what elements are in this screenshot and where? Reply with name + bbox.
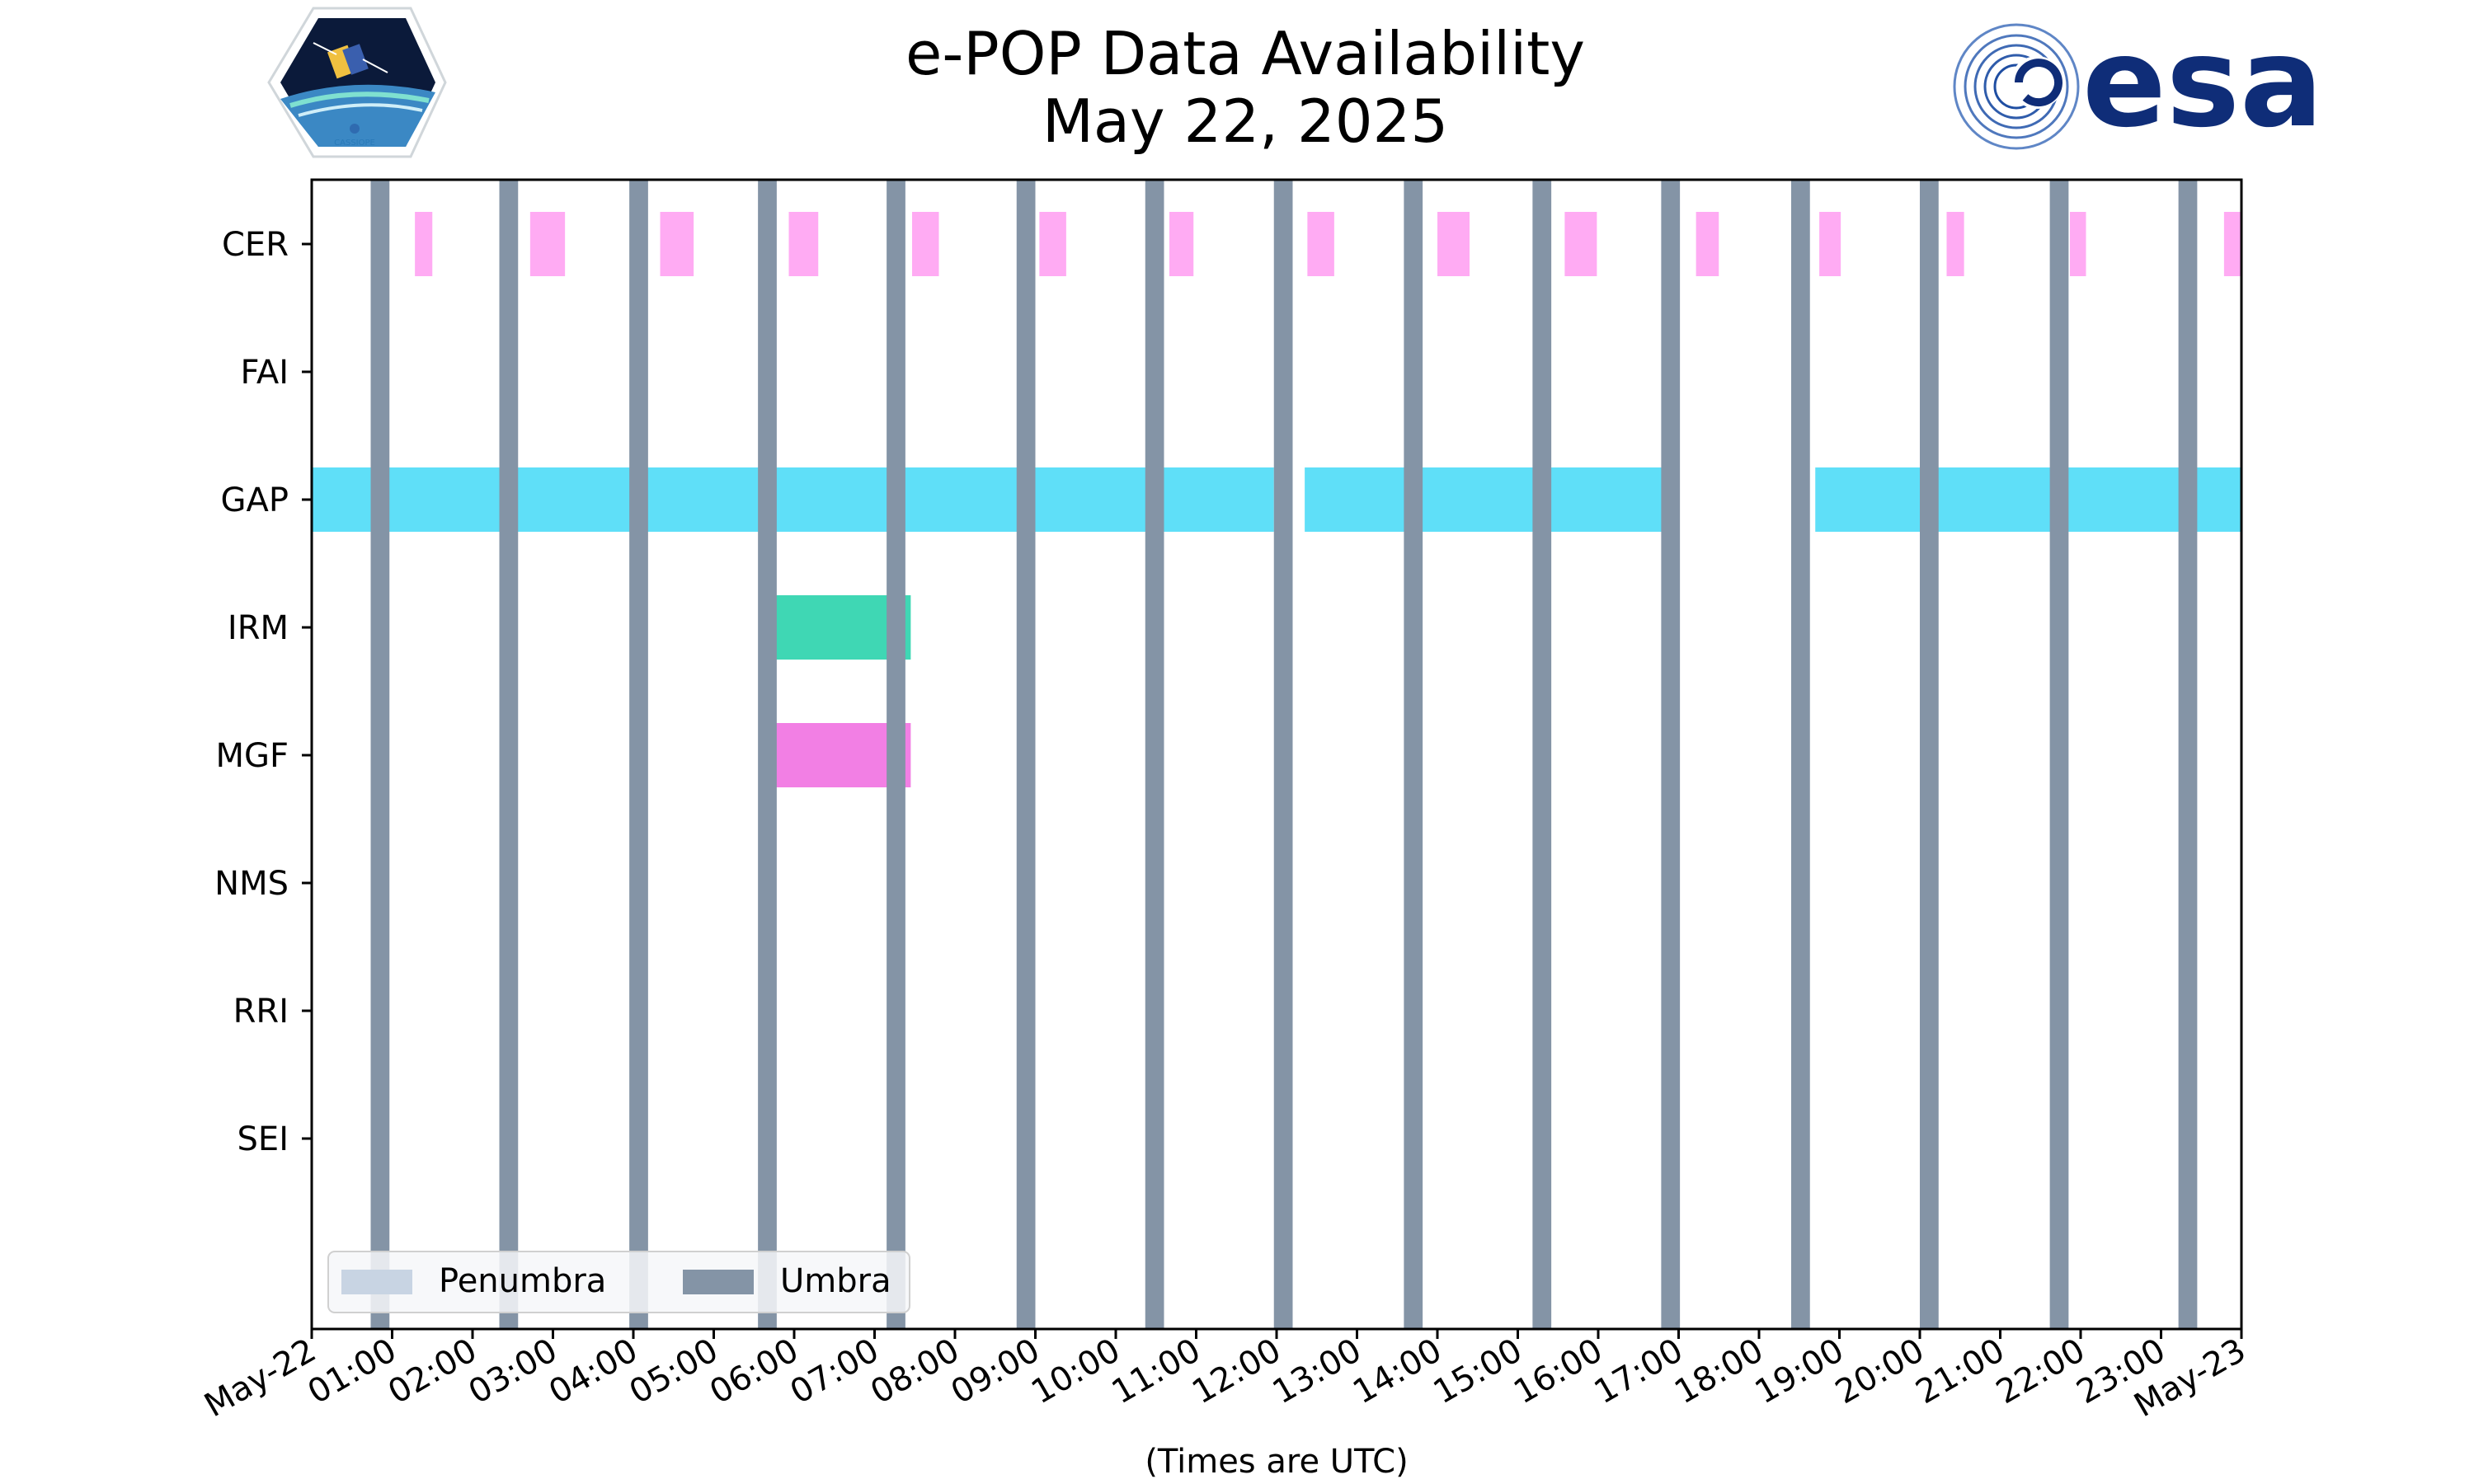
x-tick-label: 17:00 [1588,1331,1690,1411]
x-tick-label: 19:00 [1749,1331,1851,1411]
cassiope-logo-caption: CASSIOPE [334,139,375,148]
umbra-band [2178,180,2198,1329]
bar-gap [1305,467,1677,532]
umbra-band [2049,180,2069,1329]
chart-title-line2: May 22, 2025 [1042,87,1448,156]
umbra-band [629,180,648,1329]
x-tick-label: 03:00 [463,1331,564,1411]
bar-cer [2070,212,2086,276]
x-tick-label: 14:00 [1347,1331,1448,1411]
x-tick-label: 13:00 [1267,1331,1368,1411]
bar-cer [529,212,566,276]
bar-cer [1437,212,1470,276]
bar-cer [415,212,433,276]
y-tick-label: NMS [214,865,289,903]
umbra-band [1532,180,1552,1329]
bar-cer [1696,212,1719,276]
x-tick-label: 18:00 [1668,1331,1770,1411]
cassiope-logo: CASSIOPE [267,7,447,158]
bar-cer [1039,212,1066,276]
x-tick-label: 10:00 [1025,1331,1126,1411]
x-tick-label: 08:00 [864,1331,966,1411]
chart-title-line1: e-POP Data Availability [905,19,1585,88]
bar-cer [1819,212,1841,276]
bar-cer [1307,212,1334,276]
legend-umbra-label: Umbra [780,1262,891,1300]
umbra-band [370,180,390,1329]
bar-cer [788,212,819,276]
umbra-band [1145,180,1164,1329]
esa-logo-text: esa [2082,12,2323,155]
umbra-band [1404,180,1423,1329]
y-tick-label: RRI [233,993,289,1031]
bar-gap [1815,467,2241,532]
legend: Penumbra Umbra [327,1251,910,1313]
y-tick-label: CER [222,226,289,264]
umbra-band [1273,180,1293,1329]
x-tick-label: 11:00 [1106,1331,1207,1411]
y-tick-label: FAI [241,354,289,392]
x-tick-label: 21:00 [1910,1331,2011,1411]
x-tick-label: 04:00 [543,1331,644,1411]
umbra-band [1661,180,1681,1329]
legend-umbra-swatch [683,1270,754,1294]
x-tick-label: 12:00 [1186,1331,1287,1411]
bar-cer [1169,212,1194,276]
bar-cer [912,212,939,276]
bar-cer [1564,212,1597,276]
y-tick-label: GAP [221,481,289,519]
x-tick-label: 09:00 [945,1331,1047,1411]
bar-cer [660,212,694,276]
legend-box [327,1251,910,1313]
y-tick-label: IRM [228,609,289,647]
bar-gap [312,467,1274,532]
x-tick-label: 02:00 [382,1331,483,1411]
legend-penumbra-swatch [341,1270,412,1294]
x-tick-label: 07:00 [784,1331,886,1411]
umbra-band [1920,180,1939,1329]
legend-penumbra-label: Penumbra [439,1262,606,1300]
x-tick-label: 01:00 [302,1331,403,1411]
esa-logo: esa [1953,12,2323,155]
umbra-band [887,180,905,1329]
umbra-band [1016,180,1036,1329]
umbra-band [758,180,777,1329]
x-tick-label: 15:00 [1427,1331,1529,1411]
x-tick-label: 16:00 [1507,1331,1609,1411]
x-tick-label: 05:00 [623,1331,725,1411]
x-tick-label: 06:00 [703,1331,805,1411]
umbra-band [499,180,519,1329]
y-tick-label: MGF [215,737,289,775]
x-tick-label: 22:00 [1990,1331,2091,1411]
umbra-band [1791,180,1810,1329]
x-axis-label: (Times are UTC) [1145,1443,1408,1481]
bar-cer [1946,212,1964,276]
y-tick-label: SEI [238,1120,289,1158]
bar-cer [2223,212,2241,276]
x-tick-label: 20:00 [1829,1331,1931,1411]
